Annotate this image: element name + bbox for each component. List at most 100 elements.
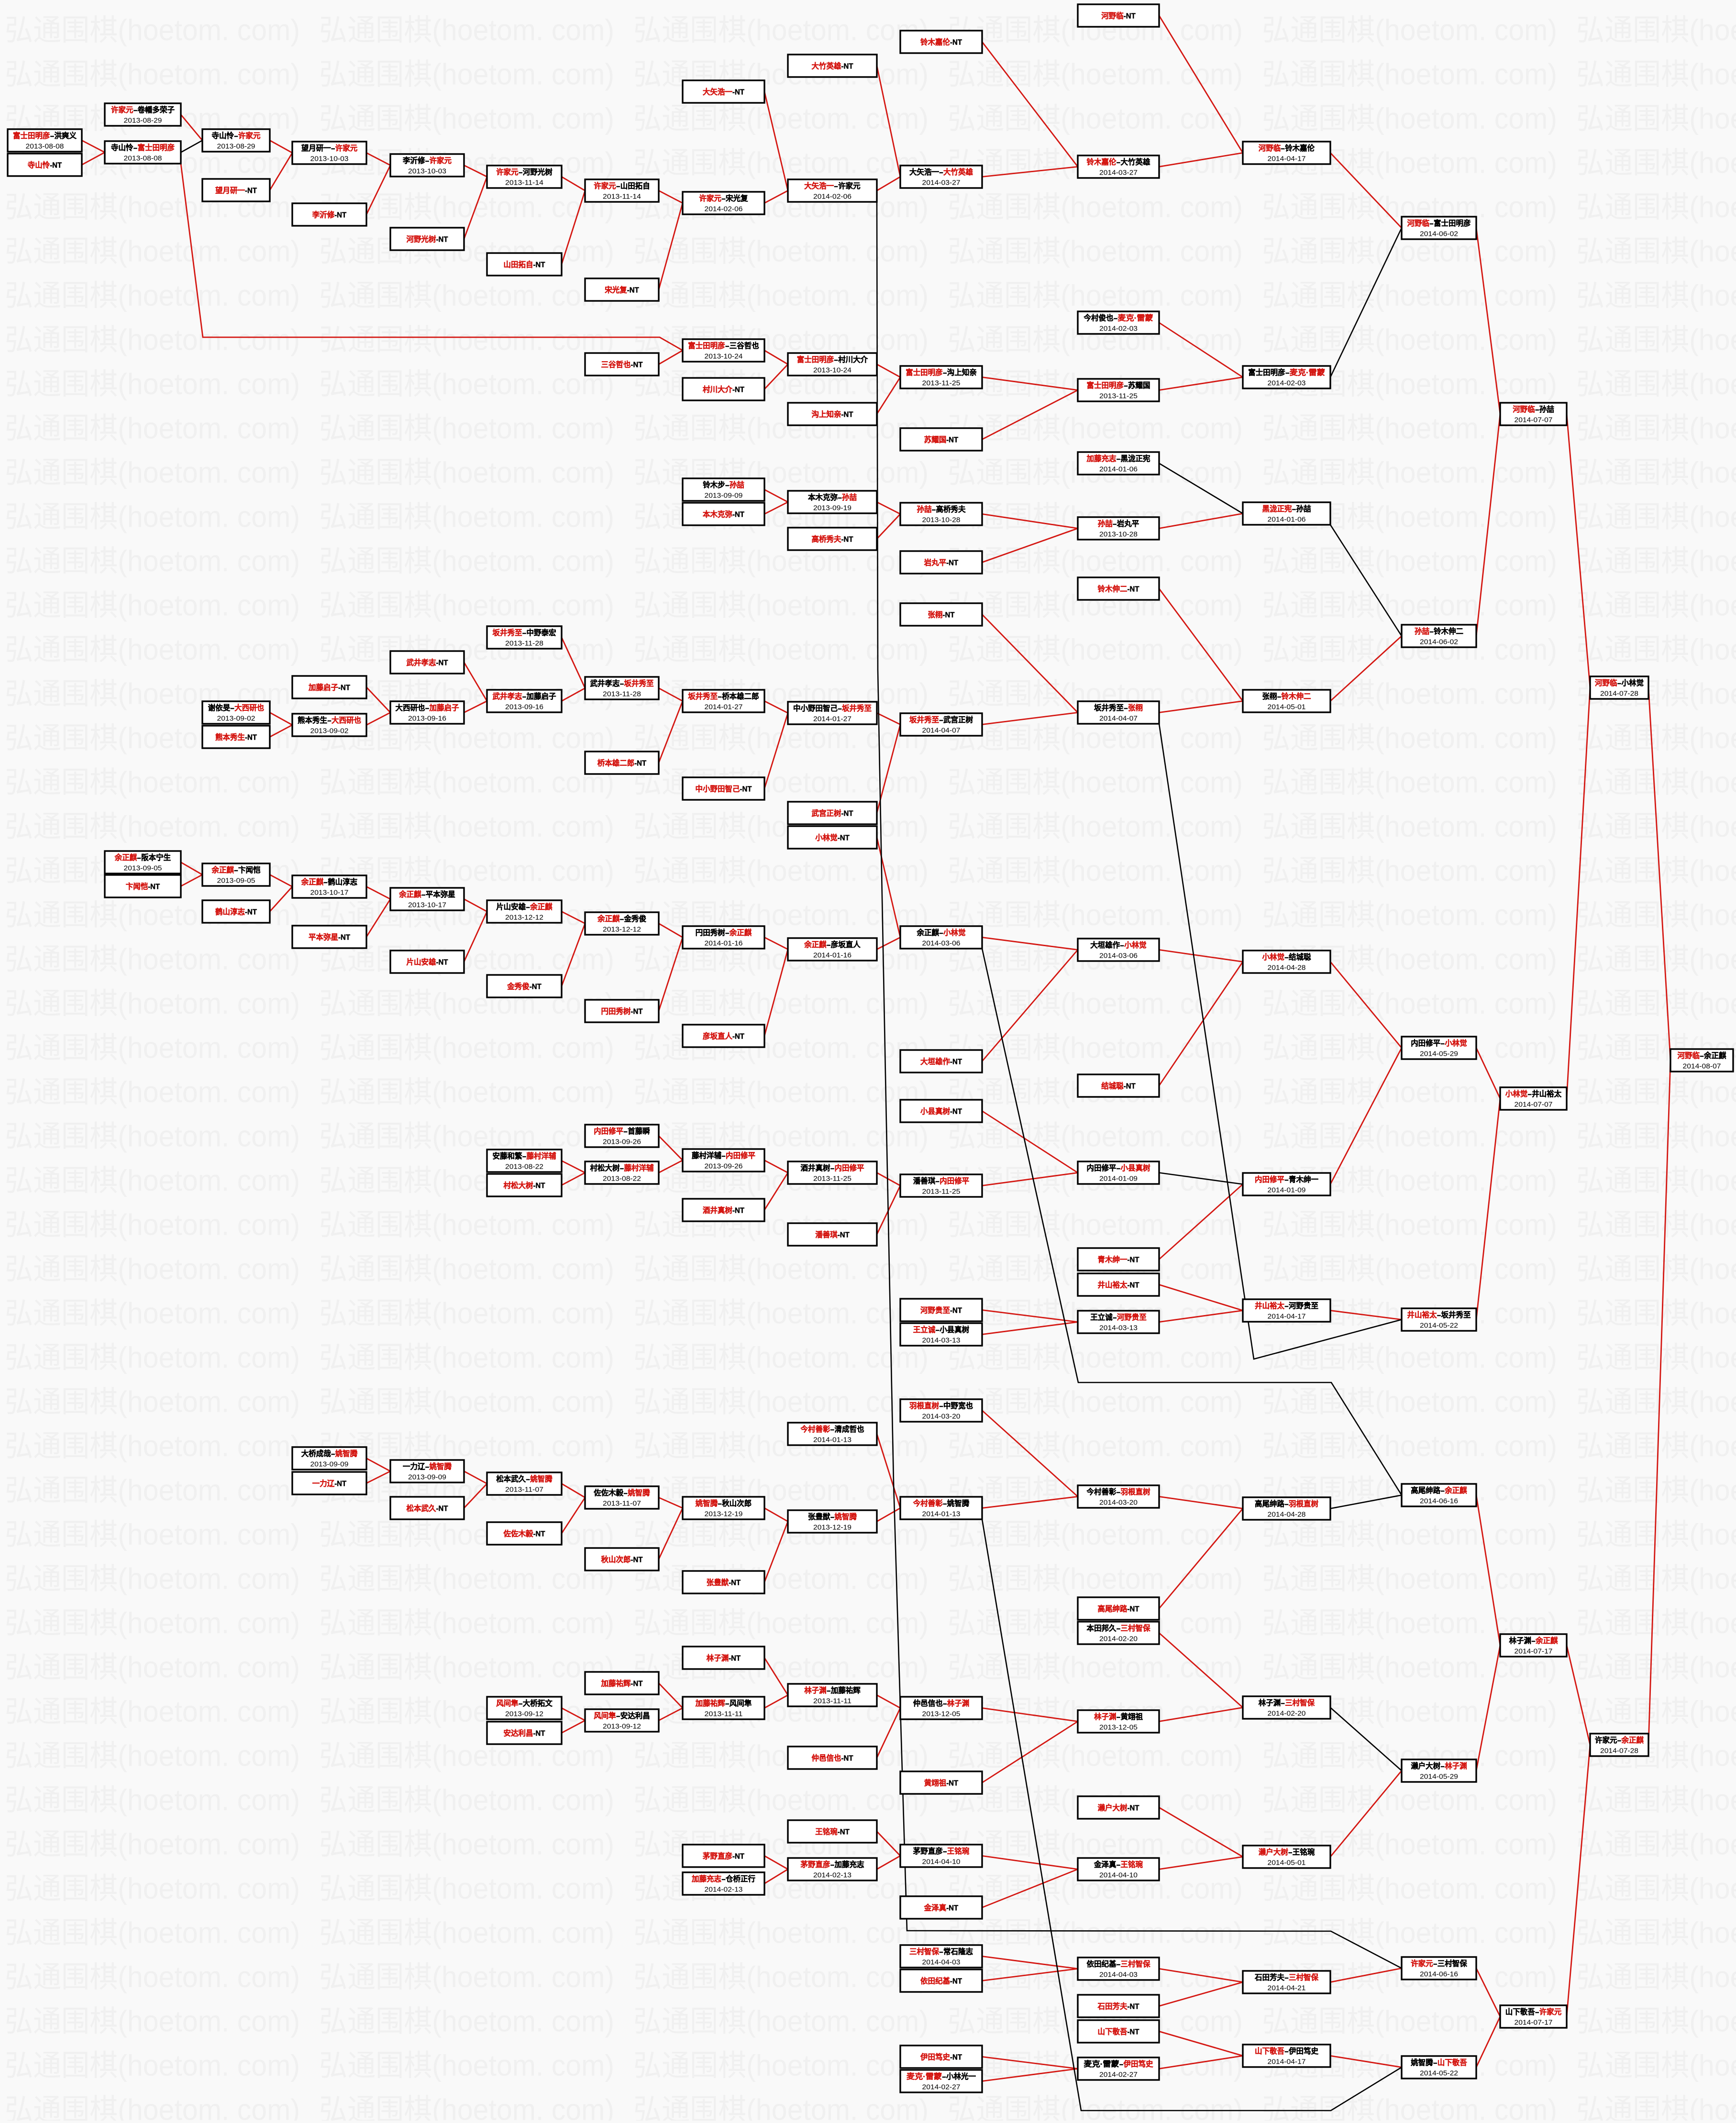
svg-text:小县真树: 小县真树: [920, 1107, 950, 1116]
svg-text:武井孝志: 武井孝志: [407, 658, 436, 667]
svg-text:2014-02-06: 2014-02-06: [813, 193, 851, 201]
svg-text:麦克·雷蒙: 麦克·雷蒙: [907, 2072, 942, 2081]
svg-text:-: -: [331, 1450, 335, 1458]
svg-text:-: -: [1440, 1487, 1445, 1495]
svg-text:-: -: [1117, 1713, 1121, 1721]
svg-text:一力辽: 一力辽: [312, 1479, 335, 1488]
svg-text:-NT: -NT: [148, 883, 160, 891]
svg-text:三谷哲也: 三谷哲也: [601, 360, 631, 369]
svg-text:-: -: [519, 168, 523, 177]
svg-text:一力辽: 一力辽: [403, 1462, 425, 1471]
svg-text:2014-03-13: 2014-03-13: [1099, 1325, 1138, 1332]
svg-text:2013-08-29: 2013-08-29: [217, 143, 255, 151]
svg-text:-NT: -NT: [533, 1182, 545, 1190]
svg-text:河野临: 河野临: [1513, 405, 1535, 414]
svg-text:-: -: [1284, 2047, 1289, 2056]
svg-text:河野贵至: 河野贵至: [1289, 1301, 1318, 1310]
svg-text:2014-01-13: 2014-01-13: [813, 1437, 851, 1444]
svg-text:-: -: [1440, 1762, 1445, 1770]
svg-text:-NT: -NT: [1128, 2003, 1139, 2011]
svg-text:卷幡多荣子: 卷幡多荣子: [137, 105, 175, 114]
svg-text:片山安雄: 片山安雄: [407, 958, 436, 967]
svg-text:-: -: [1288, 1848, 1293, 1857]
svg-text:2013-11-07: 2013-11-07: [603, 1500, 641, 1508]
svg-text:2014-02-03: 2014-02-03: [1268, 380, 1306, 387]
svg-text:-: -: [1617, 1736, 1622, 1745]
svg-text:-: -: [137, 854, 141, 862]
svg-text:-: -: [1617, 679, 1622, 687]
svg-text:-: -: [721, 1152, 726, 1160]
svg-text:茅野直彦: 茅野直彦: [913, 1847, 943, 1856]
svg-text:姚智腾: 姚智腾: [695, 1499, 718, 1508]
svg-text:-: -: [425, 704, 430, 712]
svg-text:富士田明彦: 富士田明彦: [138, 143, 175, 152]
svg-text:-NT: -NT: [841, 63, 853, 71]
svg-text:余正麒: 余正麒: [114, 853, 137, 862]
svg-text:富士田明彦: 富士田明彦: [13, 131, 50, 140]
svg-text:-: -: [1284, 1302, 1289, 1310]
svg-text:茅野直彦: 茅野直彦: [801, 1860, 830, 1869]
svg-text:大矢浩一: 大矢浩一: [909, 167, 939, 177]
svg-text:-: -: [725, 929, 730, 937]
svg-text:-: -: [234, 866, 238, 874]
svg-text:小林觉: 小林觉: [1622, 678, 1644, 687]
svg-text:2014-02-13: 2014-02-13: [705, 1886, 743, 1894]
svg-text:中小野田智己: 中小野田智己: [696, 785, 740, 794]
svg-text:-: -: [827, 1687, 831, 1695]
svg-text:村川大介: 村川大介: [838, 355, 868, 364]
svg-text:河野临: 河野临: [1101, 11, 1124, 21]
svg-text:富士田明彦: 富士田明彦: [688, 341, 725, 350]
svg-text:-NT: -NT: [732, 1207, 744, 1215]
svg-text:小林觉: 小林觉: [1505, 1089, 1528, 1098]
svg-text:-: -: [939, 1402, 943, 1410]
svg-text:2013-12-19: 2013-12-19: [813, 1524, 851, 1532]
svg-text:姚智腾: 姚智腾: [335, 1449, 358, 1458]
svg-text:河野临: 河野临: [1595, 678, 1617, 687]
svg-text:-NT: -NT: [950, 1058, 962, 1066]
svg-text:-NT: -NT: [1124, 12, 1136, 21]
svg-text:茅野直彦: 茅野直彦: [703, 1852, 732, 1861]
svg-text:本木克弥: 本木克弥: [703, 510, 732, 519]
svg-text:许家元: 许家元: [1595, 1736, 1617, 1745]
svg-text:-: -: [1124, 382, 1128, 390]
svg-text:2013-12-12: 2013-12-12: [603, 926, 641, 934]
svg-text:濑户大树: 濑户大树: [1098, 1803, 1128, 1813]
svg-text:-NT: -NT: [634, 760, 646, 768]
svg-text:小林觉: 小林觉: [815, 833, 838, 842]
svg-text:孙喆: 孙喆: [1296, 504, 1311, 513]
svg-text:2014-02-03: 2014-02-03: [1099, 325, 1138, 333]
svg-text:2013-09-09: 2013-09-09: [705, 492, 743, 500]
svg-text:彦坂直人: 彦坂直人: [703, 1032, 733, 1041]
svg-text:-NT: -NT: [245, 187, 257, 195]
svg-text:2014-04-10: 2014-04-10: [922, 1858, 961, 1866]
svg-text:2014-05-01: 2014-05-01: [1268, 1859, 1306, 1867]
svg-text:平本弥星: 平本弥星: [426, 890, 455, 899]
svg-text:濑户大树: 濑户大树: [1411, 1761, 1440, 1770]
svg-text:2013-09-09: 2013-09-09: [310, 1461, 349, 1469]
svg-text:-NT: -NT: [946, 559, 958, 567]
svg-text:宋光复: 宋光复: [725, 194, 748, 203]
svg-text:-: -: [932, 506, 936, 514]
svg-text:大桥拓文: 大桥拓文: [523, 1699, 553, 1708]
svg-text:-NT: -NT: [943, 611, 955, 619]
svg-text:黑泷正宪: 黑泷正宪: [1121, 454, 1150, 463]
svg-text:-NT: -NT: [950, 1108, 962, 1116]
svg-text:桥本雄二郎: 桥本雄二郎: [722, 692, 759, 701]
svg-text:-NT: -NT: [729, 1655, 741, 1663]
svg-text:加藤充志: 加藤充志: [1086, 454, 1117, 463]
svg-text:余正麒: 余正麒: [530, 902, 552, 911]
svg-text:酒井真树: 酒井真树: [703, 1206, 732, 1215]
svg-text:-: -: [718, 1500, 722, 1508]
svg-text:-NT: -NT: [1128, 1605, 1139, 1614]
svg-text:石田芳夫: 石田芳夫: [1254, 1973, 1285, 1982]
svg-text:2014-07-28: 2014-07-28: [1600, 690, 1638, 698]
svg-text:-: -: [718, 693, 722, 701]
svg-text:平本弥星: 平本弥星: [309, 933, 338, 942]
svg-text:-NT: -NT: [338, 934, 350, 942]
svg-text:2013-11-11: 2013-11-11: [705, 1711, 743, 1718]
svg-text:2014-05-22: 2014-05-22: [1420, 2070, 1458, 2078]
svg-text:2013-10-03: 2013-10-03: [408, 168, 446, 176]
svg-text:-NT: -NT: [838, 1828, 850, 1836]
svg-text:秋山次郎: 秋山次郎: [601, 1555, 631, 1564]
svg-text:-NT: -NT: [838, 1231, 850, 1239]
